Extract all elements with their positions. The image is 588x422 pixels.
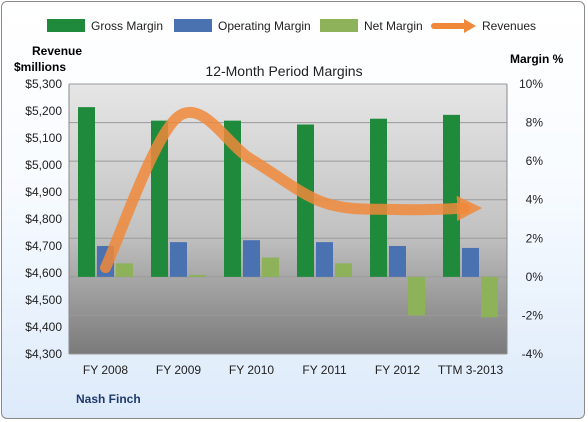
legend-label-net-margin: Net Margin xyxy=(364,19,423,33)
bar-net-margin xyxy=(481,276,498,318)
legend-swatch-gross-margin xyxy=(47,19,85,32)
bar-operating-margin xyxy=(389,246,406,277)
y-left-title-line2: $millions xyxy=(14,60,66,74)
bar-gross-margin xyxy=(78,107,95,277)
y-left-tick-label: $4,600 xyxy=(25,266,62,280)
x-tick-label: FY 2010 xyxy=(229,363,274,377)
y-right-tick-label: 4% xyxy=(526,193,544,207)
x-tick-label: FY 2009 xyxy=(156,363,201,377)
revenues-line xyxy=(100,106,483,274)
legend-label-operating-margin: Operating Margin xyxy=(218,19,311,33)
legend-arrow-revenues xyxy=(464,19,476,33)
bar-net-margin xyxy=(189,274,206,277)
bar-operating-margin xyxy=(170,242,187,277)
bar-net-margin xyxy=(116,263,133,277)
revenue-line-group xyxy=(100,106,483,274)
bar-gross-margin xyxy=(224,120,241,277)
y-right-tick-label: 8% xyxy=(526,116,544,130)
bar-net-margin xyxy=(335,263,352,277)
x-tick-label: FY 2011 xyxy=(302,363,347,377)
company-name: Nash Finch xyxy=(76,392,141,406)
bar-operating-margin xyxy=(462,247,479,277)
chart-svg: Gross Margin Operating Margin Net Margin Re… xyxy=(14,19,564,406)
gridlines xyxy=(68,83,508,355)
x-tick-labels: FY 2008 FY 2009 FY 2010 FY 2011 FY 2012 TTM 3… xyxy=(83,363,504,377)
y-left-tick-label: $4,700 xyxy=(25,239,62,253)
y-right-tick-label: -2% xyxy=(522,308,544,322)
y-right-tick-label: 2% xyxy=(526,231,544,245)
y-left-tick-label: $4,400 xyxy=(25,320,62,334)
legend-swatch-operating-margin xyxy=(174,19,212,32)
y-right-title: Margin % xyxy=(510,52,564,66)
legend-swatch-net-margin xyxy=(320,19,358,32)
bar-operating-margin xyxy=(243,240,260,277)
x-tick-label: FY 2008 xyxy=(83,363,128,377)
bar-gross-margin xyxy=(297,124,314,277)
y-left-tick-label: $5,000 xyxy=(25,158,62,172)
y-left-tick-label: $4,900 xyxy=(25,185,62,199)
y-right-tick-label: 6% xyxy=(526,154,544,168)
y-right-tick-label: -4% xyxy=(522,347,544,361)
chart-title: 12-Month Period Margins xyxy=(205,63,362,79)
legend-label-revenues: Revenues xyxy=(482,19,536,33)
y-left-tick-label: $5,300 xyxy=(25,77,62,91)
y-left-tick-labels: $4,300 $4,400 $4,500 $4,600 $4,700 $4,800 $4,9… xyxy=(25,77,62,361)
legend-label-gross-margin: Gross Margin xyxy=(91,19,163,33)
bar-net-margin xyxy=(262,257,279,277)
y-left-tick-label: $4,500 xyxy=(25,293,62,307)
plot-area xyxy=(69,84,507,354)
x-tick-label: FY 2012 xyxy=(375,363,420,377)
y-right-tick-label: 10% xyxy=(519,77,543,91)
y-right-tick-label: 0% xyxy=(526,270,544,284)
y-left-tick-label: $4,800 xyxy=(25,212,62,226)
y-left-tick-label: $4,300 xyxy=(25,347,62,361)
bar-gross-margin xyxy=(443,114,460,277)
y-left-tick-label: $5,100 xyxy=(25,131,62,145)
bars xyxy=(78,107,498,318)
y-left-title-line1: Revenue xyxy=(32,44,82,58)
bar-net-margin xyxy=(408,276,425,316)
y-right-tick-labels: -4% -2% 0% 2% 4% 6% 8% 10% xyxy=(519,77,543,361)
x-tick-label: TTM 3-2013 xyxy=(438,363,504,377)
bar-operating-margin xyxy=(316,242,333,277)
y-left-tick-label: $5,200 xyxy=(25,104,62,118)
legend: Gross Margin Operating Margin Net Margin Re… xyxy=(47,19,536,33)
bar-gross-margin xyxy=(370,118,387,277)
